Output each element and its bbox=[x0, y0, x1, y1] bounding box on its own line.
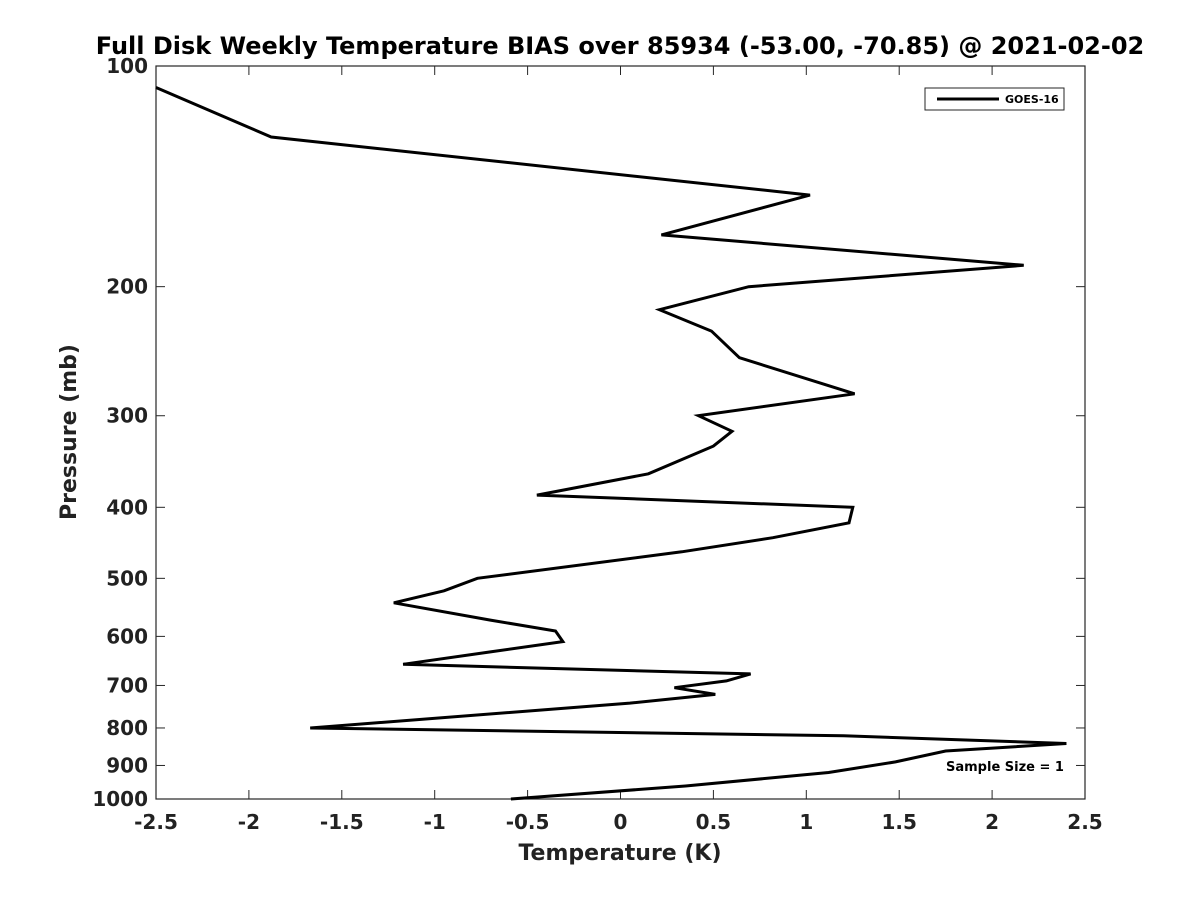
x-axis-label: Temperature (K) bbox=[518, 841, 721, 866]
y-tick-label: 700 bbox=[106, 673, 148, 697]
x-tick-label: -2 bbox=[238, 810, 260, 834]
y-tick-label: 500 bbox=[106, 566, 148, 590]
x-tick-label: -1.5 bbox=[320, 810, 364, 834]
y-tick-label: 800 bbox=[106, 716, 148, 740]
y-tick-label: 200 bbox=[106, 275, 148, 299]
x-axis: -2.5 -2 -1.5 -1 -0.5 0 0.5 1 1.5 2 2.5 bbox=[134, 66, 1103, 834]
y-tick-label: 600 bbox=[106, 624, 148, 648]
x-tick-label: 0.5 bbox=[696, 810, 731, 834]
x-tick-label: -1 bbox=[424, 810, 446, 834]
y-tick-label: 400 bbox=[106, 495, 148, 519]
x-tick-label: 2 bbox=[985, 810, 999, 834]
sample-size-annotation: Sample Size = 1 bbox=[946, 760, 1064, 775]
legend-entry-goes-16: GOES-16 bbox=[1005, 93, 1059, 106]
series-layer bbox=[155, 86, 1067, 801]
x-tick-label: 2.5 bbox=[1067, 810, 1102, 834]
y-axis: 100 200 300 400 500 600 700 800 900 1000 bbox=[92, 54, 1085, 811]
y-axis-label: Pressure (mb) bbox=[57, 344, 82, 520]
chart-title: Full Disk Weekly Temperature BIAS over 8… bbox=[96, 32, 1144, 60]
y-tick-label: 100 bbox=[106, 54, 148, 78]
x-tick-label: -2.5 bbox=[134, 810, 178, 834]
y-tick-label: 1000 bbox=[92, 787, 148, 811]
x-tick-label: 1 bbox=[799, 810, 813, 834]
series-line-goes-16 bbox=[155, 86, 1067, 801]
legend: GOES-16 bbox=[924, 87, 1065, 111]
x-tick-label: 0 bbox=[614, 810, 628, 834]
y-tick-label: 300 bbox=[106, 404, 148, 428]
y-tick-label: 900 bbox=[106, 753, 148, 777]
x-tick-label: -0.5 bbox=[506, 810, 550, 834]
x-tick-label: 1.5 bbox=[881, 810, 916, 834]
